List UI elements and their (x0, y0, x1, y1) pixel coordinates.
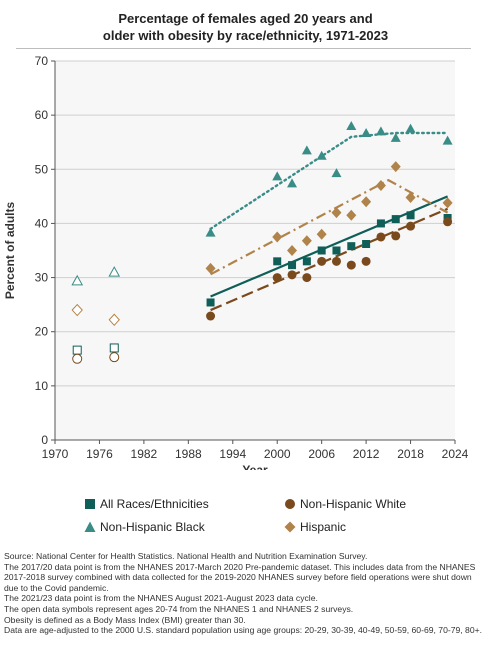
chart-notes: Source: National Center for Health Stati… (4, 551, 488, 636)
data-point (361, 196, 372, 208)
x-tick-label: 2000 (264, 447, 291, 461)
note-obesity-definition: Obesity is defined as a Body Mass Index … (4, 614, 246, 625)
data-point (301, 145, 312, 155)
note-age-adjusted: Data are age-adjusted to the 2000 U.S. s… (4, 625, 483, 636)
y-tick-label: 50 (35, 162, 49, 176)
data-point (288, 261, 297, 270)
y-tick-label: 30 (35, 271, 49, 285)
data-point (406, 221, 416, 231)
data-point (376, 232, 386, 242)
data-point (302, 257, 311, 266)
data-point (272, 171, 283, 181)
legend-label-non-hispanic-black: Non-Hispanic Black (100, 520, 205, 534)
data-point (206, 298, 215, 307)
data-point (362, 240, 371, 249)
data-point (390, 161, 401, 173)
y-tick-label: 20 (35, 325, 49, 339)
y-tick-label: 70 (35, 54, 49, 68)
data-point-open (109, 352, 120, 363)
data-point (390, 132, 401, 142)
x-tick-label: 2018 (397, 447, 424, 461)
data-point-open (108, 266, 121, 277)
data-point (405, 191, 416, 203)
data-point (317, 246, 326, 255)
x-tick-label: 2024 (442, 447, 469, 461)
data-point (405, 123, 416, 133)
data-point (391, 215, 400, 224)
x-tick-label: 1994 (219, 447, 246, 461)
x-tick-label: 1988 (175, 447, 202, 461)
data-point (346, 209, 357, 221)
data-point (317, 256, 327, 266)
square-marker-icon (85, 499, 95, 509)
circle-marker-icon (285, 499, 295, 509)
data-point (287, 178, 298, 188)
data-point (443, 217, 453, 227)
data-point (331, 207, 342, 219)
data-point (272, 231, 283, 243)
data-point (205, 262, 216, 274)
data-point (287, 245, 298, 256)
data-point (442, 197, 453, 209)
legend-label-non-hispanic-white: Non-Hispanic White (300, 497, 407, 511)
x-tick-label: 2012 (353, 447, 380, 461)
data-point (346, 260, 356, 270)
data-point (391, 231, 401, 241)
data-point (316, 228, 327, 240)
note-source: Source: National Center for Health Stati… (4, 551, 368, 561)
diamond-marker-icon (284, 521, 296, 533)
data-point (206, 311, 216, 321)
x-tick-label: 1970 (42, 447, 69, 461)
x-tick-label: 1982 (131, 447, 158, 461)
data-point-open (72, 353, 83, 364)
legend-label-all-races: All Races/Ethnicities (100, 497, 209, 511)
chart-title-line-1: Percentage of females aged 20 years and (118, 11, 373, 26)
y-tick-label: 40 (35, 216, 49, 230)
legend-label-hispanic: Hispanic (300, 520, 347, 534)
data-point (205, 227, 216, 237)
data-point (301, 235, 312, 247)
trend-line (209, 131, 449, 231)
note-2017-20: The 2017/20 data point is from the NHANE… (4, 561, 476, 593)
data-point (347, 242, 356, 251)
data-point (302, 273, 312, 283)
data-point (272, 273, 282, 283)
y-tick-label: 0 (41, 433, 48, 447)
data-point-open (71, 274, 84, 286)
data-point (406, 211, 415, 220)
data-point (376, 219, 385, 228)
plot-background (55, 61, 455, 440)
plot-area: 0 10 20 30 40 50 60 70 1970 1976 1982 1988 1994 2000 2… (3, 54, 469, 470)
data-point (316, 150, 327, 160)
data-point (442, 135, 453, 145)
data-point (375, 126, 386, 136)
chart-title: Percentage of females aged 20 years and … (0, 10, 491, 44)
data-point (361, 256, 371, 266)
data-point-open (72, 345, 82, 355)
data-point (273, 257, 282, 266)
chart-title-line-2: older with obesity by race/ethnicity, 19… (102, 28, 389, 43)
data-point-open (108, 313, 120, 327)
y-tick-label: 10 (35, 379, 49, 393)
note-2021-23: The 2021/23 data point is from the NHANE… (4, 593, 318, 604)
data-point-open (71, 303, 83, 317)
data-point (287, 270, 297, 280)
trend-line (210, 178, 449, 276)
data-point (375, 180, 386, 192)
y-axis-title: Percent of adults (3, 202, 17, 300)
data-point (331, 168, 342, 178)
data-point-open (109, 343, 119, 353)
title-divider (16, 48, 471, 49)
x-axis-title: Year (242, 463, 268, 470)
y-tick-label: 60 (35, 108, 49, 122)
x-tick-label: 1976 (86, 447, 113, 461)
triangle-marker-icon (84, 521, 96, 532)
data-point (331, 256, 341, 266)
data-point (346, 120, 357, 130)
x-tick-label: 2006 (308, 447, 335, 461)
data-point (361, 128, 372, 138)
note-open-symbols: The open data symbols represent ages 20-… (4, 603, 354, 614)
data-point (332, 246, 341, 255)
